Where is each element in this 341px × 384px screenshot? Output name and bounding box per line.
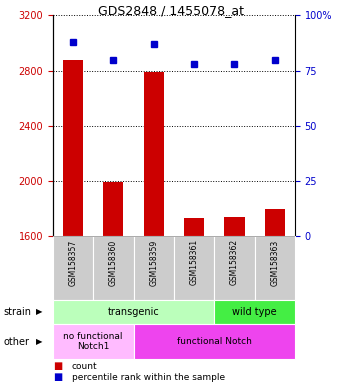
Text: no functional
Notch1: no functional Notch1: [63, 332, 123, 351]
Bar: [265, 209, 285, 236]
Bar: [53, 300, 214, 324]
Text: other: other: [3, 337, 29, 347]
Bar: [174, 236, 214, 300]
Text: transgenic: transgenic: [108, 307, 160, 317]
Bar: [93, 236, 134, 300]
Bar: [214, 236, 255, 300]
Text: GSM158360: GSM158360: [109, 239, 118, 286]
Text: ■: ■: [53, 372, 62, 382]
Text: functional Notch: functional Notch: [177, 337, 252, 346]
Bar: [224, 217, 244, 236]
Bar: [53, 324, 134, 359]
Text: GSM158361: GSM158361: [190, 239, 198, 285]
Text: GDS2848 / 1455078_at: GDS2848 / 1455078_at: [98, 4, 243, 17]
Bar: [214, 300, 295, 324]
Bar: [53, 236, 93, 300]
Bar: [144, 72, 164, 236]
Text: GSM158363: GSM158363: [270, 239, 279, 286]
Text: GSM158359: GSM158359: [149, 239, 158, 286]
Text: GSM158362: GSM158362: [230, 239, 239, 285]
Text: ▶: ▶: [36, 308, 42, 316]
Text: ▶: ▶: [36, 337, 42, 346]
Text: wild type: wild type: [232, 307, 277, 317]
Text: count: count: [72, 361, 97, 371]
Bar: [184, 218, 204, 236]
Bar: [63, 60, 83, 236]
Text: ■: ■: [53, 361, 62, 371]
Bar: [255, 236, 295, 300]
Text: percentile rank within the sample: percentile rank within the sample: [72, 372, 225, 382]
Bar: [134, 324, 295, 359]
Text: GSM158357: GSM158357: [69, 239, 77, 286]
Bar: [103, 182, 123, 236]
Text: strain: strain: [3, 307, 31, 317]
Bar: [134, 236, 174, 300]
